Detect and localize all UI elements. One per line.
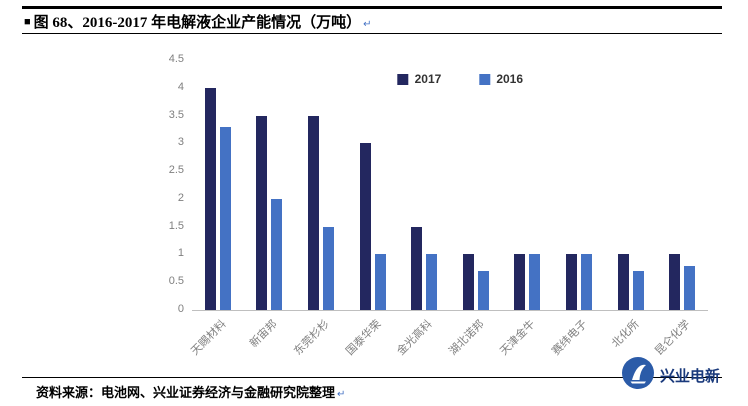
source-note-text: 资料来源：电池网、兴业证券经济与金融研究院整理 bbox=[36, 385, 336, 400]
legend-swatch bbox=[397, 73, 409, 85]
figure-title: ■ 图 68、2016-2017 年电解液企业产能情况（万吨） ↵ bbox=[24, 11, 372, 32]
footer-rule bbox=[22, 377, 722, 378]
title-underline bbox=[22, 33, 722, 34]
bar-2016 bbox=[374, 254, 386, 310]
bar-2017 bbox=[204, 87, 216, 310]
figure-title-text: 图 68、2016-2017 年电解液企业产能情况（万吨） bbox=[33, 15, 362, 31]
bar-chart: 0 0.5 1 1.5 2 2.5 3 3.5 4 4.5 2017 2016 天赐材料 新宙邦 东莞杉… bbox=[0, 36, 748, 376]
brand-logo: 兴业电新 bbox=[621, 357, 720, 394]
top-rule bbox=[22, 6, 722, 9]
y-tick-label: 1 bbox=[177, 247, 184, 260]
bar-2016 bbox=[219, 126, 231, 310]
legend: 2017 2016 bbox=[397, 72, 523, 86]
legend-label: 2016 bbox=[496, 72, 524, 86]
legend-item-2017: 2017 bbox=[397, 72, 442, 86]
bar-2017 bbox=[462, 254, 474, 310]
paragraph-mark-icon: ↵ bbox=[363, 19, 372, 30]
bar-2017 bbox=[617, 254, 629, 310]
bar-2017 bbox=[308, 115, 319, 310]
brand-name: 兴业电新 bbox=[659, 368, 720, 385]
y-tick-label: 3.5 bbox=[168, 108, 184, 121]
y-tick-label: 0 bbox=[177, 303, 184, 315]
bar-2017 bbox=[566, 254, 577, 310]
y-tick-label: 2.5 bbox=[168, 164, 184, 177]
bar-2017 bbox=[669, 254, 681, 310]
y-tick-label: 1.5 bbox=[168, 219, 184, 232]
legend-swatch bbox=[479, 73, 491, 85]
source-note: 资料来源：电池网、兴业证券经济与金融研究院整理 ↵ bbox=[36, 382, 345, 401]
bar-2016 bbox=[271, 198, 283, 310]
bar-2016 bbox=[477, 271, 489, 310]
bar-2016 bbox=[529, 254, 541, 310]
bar-2017 bbox=[514, 254, 526, 310]
bar-2016 bbox=[426, 254, 438, 310]
bar-2016 bbox=[581, 254, 592, 310]
legend-item-2016: 2016 bbox=[479, 72, 523, 86]
bar-2017 bbox=[411, 226, 423, 310]
legend-label: 2017 bbox=[414, 72, 442, 86]
y-tick-label: 0.5 bbox=[168, 275, 184, 288]
bar-2016 bbox=[632, 271, 644, 310]
y-tick-label: 3 bbox=[177, 136, 184, 149]
bar-2016 bbox=[323, 226, 334, 310]
bar-2017 bbox=[359, 143, 371, 310]
bar-2016 bbox=[684, 265, 696, 310]
brand-sail-icon bbox=[621, 357, 654, 394]
title-bullet: ■ bbox=[24, 16, 31, 28]
y-tick-label: 4.5 bbox=[168, 53, 184, 65]
paragraph-mark-icon: ↵ bbox=[337, 389, 346, 400]
y-tick-label: 2 bbox=[177, 191, 184, 204]
plot-area: 2017 2016 天赐材料 新宙邦 东莞杉杉 国泰华荣 金光高科 湖北诺邦 天津金牛 赛纬电子… bbox=[189, 60, 708, 358]
y-tick-label: 4 bbox=[177, 80, 184, 93]
bar-2017 bbox=[256, 115, 268, 310]
